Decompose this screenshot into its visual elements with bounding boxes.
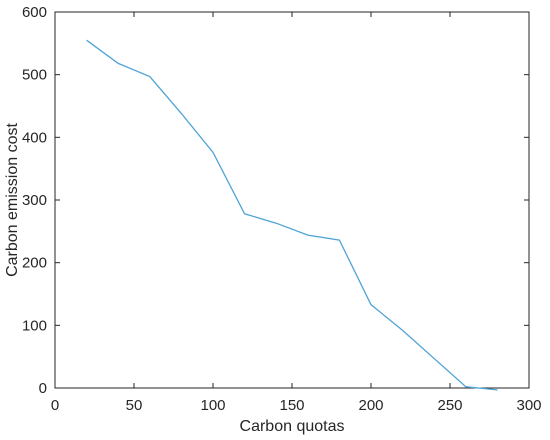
x-tick-label: 50 bbox=[126, 397, 143, 414]
series-layer bbox=[86, 39, 498, 391]
x-tick-label: 150 bbox=[279, 397, 304, 414]
y-tick-label: 0 bbox=[39, 380, 47, 397]
x-tick-label: 0 bbox=[51, 397, 59, 414]
x-axis-label: Carbon quotas bbox=[240, 418, 345, 435]
y-tick-label: 200 bbox=[22, 255, 47, 272]
axis-ticks: 0 50 100 150 200 250 300 0 100 200 300 400 500 600 bbox=[22, 4, 542, 414]
y-axis-label: Carbon emission cost bbox=[4, 123, 21, 277]
x-tick-label: 100 bbox=[200, 397, 225, 414]
y-tick-label: 500 bbox=[22, 67, 47, 84]
x-tick-label: 250 bbox=[437, 397, 462, 414]
series-line bbox=[86, 39, 498, 391]
y-tick-label: 100 bbox=[22, 317, 47, 334]
y-tick-label: 600 bbox=[22, 4, 47, 21]
x-tick-label: 300 bbox=[516, 397, 541, 414]
plot-area bbox=[54, 11, 530, 389]
y-tick-label: 300 bbox=[22, 192, 47, 209]
y-tick-label: 400 bbox=[22, 129, 47, 146]
x-tick-label: 200 bbox=[358, 397, 383, 414]
